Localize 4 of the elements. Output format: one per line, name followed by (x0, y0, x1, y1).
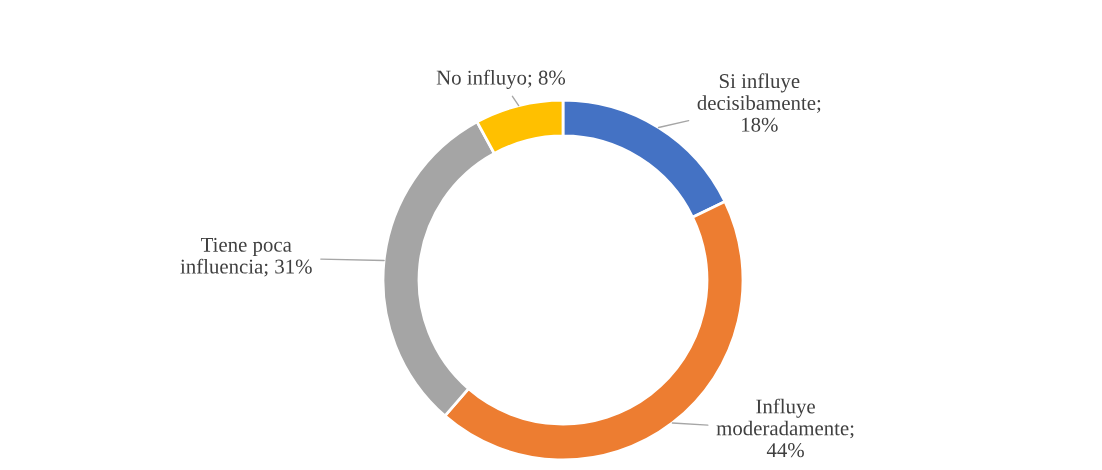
slice-label: Tiene poca influencia; 31% (180, 237, 312, 277)
slice-label: Si influye decisibamente; 18% (697, 73, 821, 132)
slice-label: No influyo; 8% (436, 69, 566, 89)
slice-label: Influye moderadamente; 44% (716, 398, 854, 458)
